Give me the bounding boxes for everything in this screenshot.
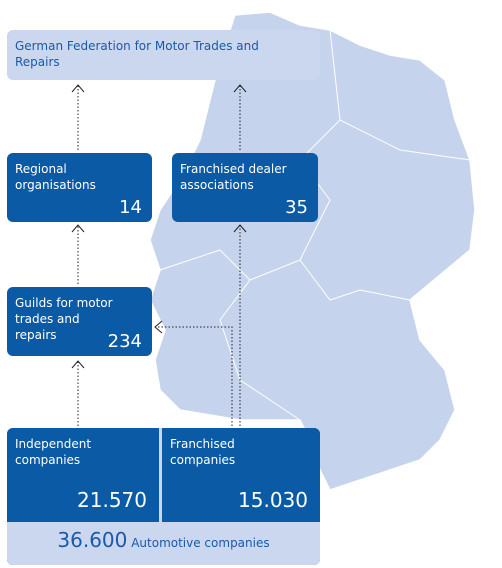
node-count: 234 [107,331,142,352]
node-label: German Federation for Motor Trades and R… [15,39,259,69]
federation-box: German Federation for Motor Trades and R… [7,30,320,80]
companies-group: Independent companies 21.570 Franchised … [7,428,320,565]
divider [159,428,162,522]
node-label: Regional organisations [15,162,96,192]
node-count: 15.030 [238,488,308,512]
node-count: 14 [119,197,142,218]
total-box: 36.600 Automotive companies [7,522,320,565]
dealer-box: Franchised dealer associations 35 [172,153,318,222]
node-label: Automotive companies [131,536,270,550]
node-count: 36.600 [57,528,128,552]
node-count: 21.570 [77,488,147,512]
node-label: Independent companies [15,437,92,467]
franchised-box: Franchised companies 15.030 [162,428,320,522]
map-borders [159,29,471,421]
map [149,11,476,491]
independent-box: Independent companies 21.570 [7,428,159,522]
connectors [77,86,241,426]
regional-box: Regional organisations 14 [7,153,152,222]
guilds-box: Guilds for motor trades and repairs 234 [7,287,152,356]
node-count: 35 [285,197,308,218]
node-label: Guilds for motor trades and repairs [15,296,113,342]
arrowheads [71,84,247,369]
node-label: Franchised companies [170,437,236,467]
node-label: Franchised dealer associations [180,162,287,192]
